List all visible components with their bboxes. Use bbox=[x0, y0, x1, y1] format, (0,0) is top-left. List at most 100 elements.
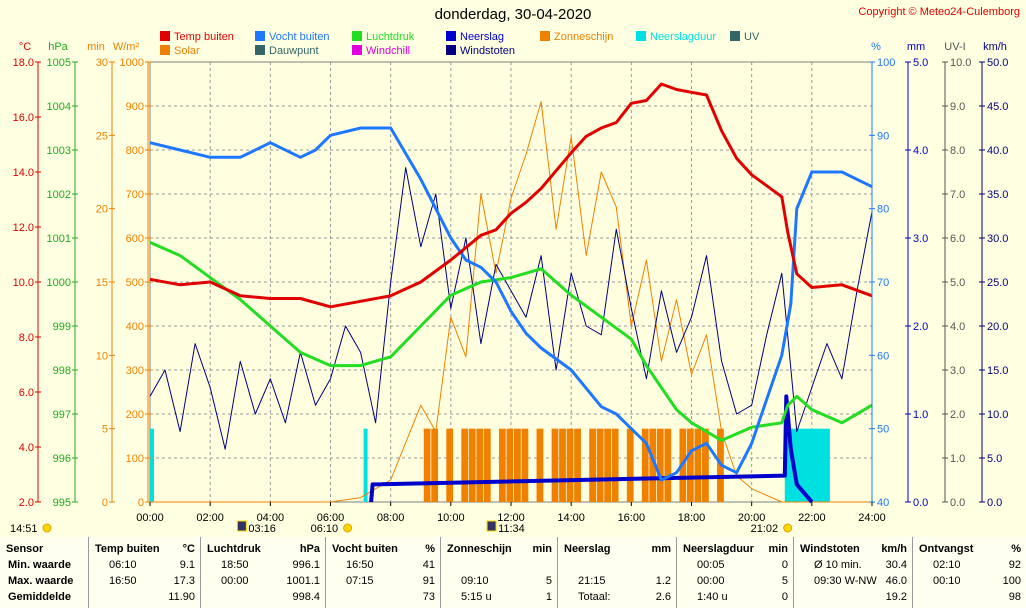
stats-cell-label: 16:50 bbox=[346, 559, 374, 571]
stats-cell-label: 00:05 bbox=[697, 559, 725, 571]
series-vocht-buiten bbox=[149, 126, 873, 482]
rain-tick-label: 4.0 bbox=[913, 145, 928, 157]
event-marker: 11:34 bbox=[486, 520, 525, 535]
stats-cell-value: 30.4 bbox=[885, 559, 907, 571]
moon-icon bbox=[486, 520, 497, 532]
legend-label: Vocht buiten bbox=[269, 31, 330, 43]
temp-tick-label: 10.0 bbox=[13, 277, 34, 289]
sunshine-bar bbox=[626, 428, 634, 502]
stats-cell-value: 5 bbox=[545, 575, 552, 587]
bars-layer bbox=[150, 428, 830, 502]
stats-unit: °C bbox=[182, 543, 195, 555]
wind-tick-label: 5.0 bbox=[987, 453, 1002, 465]
legend-item: Dauwpunt bbox=[255, 45, 319, 58]
legend-swatch bbox=[540, 31, 550, 41]
stats-cell-value: 73 bbox=[422, 591, 435, 603]
humidity-tick-label: 60 bbox=[877, 350, 889, 362]
wind-tick-label: 45.0 bbox=[987, 101, 1008, 113]
sunshine-bar bbox=[461, 428, 469, 502]
stats-header: Neerslag bbox=[564, 543, 611, 555]
time-tick-label: 10:00 bbox=[437, 512, 465, 524]
temp-tick-label: 8.0 bbox=[19, 332, 34, 344]
stats-table: Sensor Min. waarde Max. waarde Gemiddelde Te… bbox=[0, 537, 1026, 608]
copyright: Copyright © Meteo24-Culemborg bbox=[858, 6, 1020, 18]
humidity-tick-label: 40 bbox=[877, 497, 889, 509]
stats-column: Windstoten km/h Ø 10 min. 30.4 09:30 W-NW 46.… bbox=[793, 537, 913, 608]
pressure-tick-label: 996 bbox=[53, 453, 71, 465]
sunshine-bar bbox=[596, 428, 604, 502]
humidity-unit-label: % bbox=[871, 41, 881, 53]
legend-swatch bbox=[446, 31, 456, 41]
time-tick-label: 12:00 bbox=[497, 512, 525, 524]
stats-cell-value: 91 bbox=[422, 575, 435, 587]
series-windstoten bbox=[149, 167, 873, 450]
rain-tick-label: 5.0 bbox=[913, 57, 928, 69]
sunshine-bar bbox=[506, 428, 514, 502]
legend-label: Neerslagduur bbox=[650, 31, 717, 43]
pressure-unit-label: hPa bbox=[48, 41, 68, 53]
legend-item: Solar bbox=[160, 45, 200, 58]
stats-cell-value: 11.90 bbox=[168, 591, 195, 603]
sun-icon bbox=[42, 523, 52, 533]
stats-cell-label: 18:50 bbox=[221, 559, 249, 571]
rain-unit-label: mm bbox=[907, 41, 925, 53]
sunshine-bar bbox=[686, 428, 694, 502]
stats-header: Temp buiten bbox=[95, 543, 160, 555]
humidity-tick-label: 80 bbox=[877, 204, 889, 216]
wind-tick-label: 20.0 bbox=[987, 321, 1008, 333]
legend-swatch bbox=[160, 31, 170, 41]
pressure-tick-label: 999 bbox=[53, 321, 71, 333]
time-tick-label: 00:00 bbox=[136, 512, 164, 524]
legend-swatch bbox=[352, 45, 362, 55]
temp-tick-label: 6.0 bbox=[19, 387, 34, 399]
sunshine-bar bbox=[611, 428, 619, 502]
stats-cell-label: 02:10 bbox=[933, 559, 961, 571]
stats-unit: % bbox=[425, 543, 435, 555]
stats-column: Luchtdruk hPa 18:50 996.1 00:00 1001.1 998.4 bbox=[200, 537, 326, 608]
solar-tick-label: 900 bbox=[126, 101, 144, 113]
stats-header: Neerslagduur bbox=[683, 543, 754, 555]
sunshine-bar bbox=[702, 428, 709, 502]
rain-tick-label: 0.0 bbox=[913, 497, 928, 509]
stats-cell-value: 100 bbox=[1002, 575, 1021, 587]
sunshine-bar bbox=[559, 428, 566, 502]
series-luchtdruk bbox=[149, 241, 873, 442]
uv-tick-label: 1.0 bbox=[950, 453, 965, 465]
wind-unit-label: km/h bbox=[983, 41, 1007, 53]
solar-tick-label: 500 bbox=[126, 277, 144, 289]
stats-cell-label: Max. waarde bbox=[8, 575, 74, 587]
temp-tick-label: 12.0 bbox=[13, 222, 34, 234]
series-solar bbox=[150, 101, 872, 503]
sunshine-bar bbox=[521, 428, 529, 502]
stats-header: Windstoten bbox=[800, 543, 860, 555]
pressure-tick-label: 1004 bbox=[47, 101, 71, 113]
minutes-tick-label: 0 bbox=[102, 497, 108, 509]
stats-cell-value: 92 bbox=[1008, 559, 1021, 571]
stats-cell-label: 09:30 W-NW bbox=[814, 575, 877, 587]
legend-item: Luchtdruk bbox=[352, 31, 414, 44]
legend-swatch bbox=[730, 31, 740, 41]
uv-tick-label: 4.0 bbox=[950, 321, 965, 333]
sunshine-bar bbox=[649, 428, 657, 502]
stats-cell-value: 996.1 bbox=[292, 559, 320, 571]
temp-unit-label: °C bbox=[19, 41, 31, 53]
stats-column: Vocht buiten% 16:50 41 07:15 91 73 bbox=[325, 537, 441, 608]
stats-cell-value: 2.6 bbox=[655, 591, 671, 603]
stats-cell-label: Min. waarde bbox=[8, 559, 71, 571]
stats-column: Sensor Min. waarde Max. waarde Gemiddelde bbox=[0, 537, 88, 608]
event-marker: 06:10 bbox=[311, 523, 353, 535]
rain-duration-bar bbox=[150, 428, 154, 502]
series-neerslag bbox=[369, 394, 814, 504]
wind-tick-label: 0.0 bbox=[987, 497, 1002, 509]
rain-tick-label: 1.0 bbox=[913, 409, 928, 421]
wind-tick-label: 25.0 bbox=[987, 277, 1008, 289]
axes-layer: 18.016.014.012.010.08.06.04.02.0°C100510… bbox=[10, 41, 1008, 535]
sunshine-bar bbox=[446, 428, 454, 502]
sunshine-bar bbox=[476, 428, 484, 502]
legend: Temp buiten Vocht buiten Luchtdruk Neerslag… bbox=[160, 31, 800, 59]
legend-item: Zonneschijn bbox=[540, 31, 613, 44]
stats-cell-value: 0 bbox=[781, 559, 788, 571]
humidity-tick-label: 100 bbox=[877, 57, 895, 69]
minutes-tick-label: 5 bbox=[102, 424, 108, 436]
solar-tick-label: 800 bbox=[126, 145, 144, 157]
